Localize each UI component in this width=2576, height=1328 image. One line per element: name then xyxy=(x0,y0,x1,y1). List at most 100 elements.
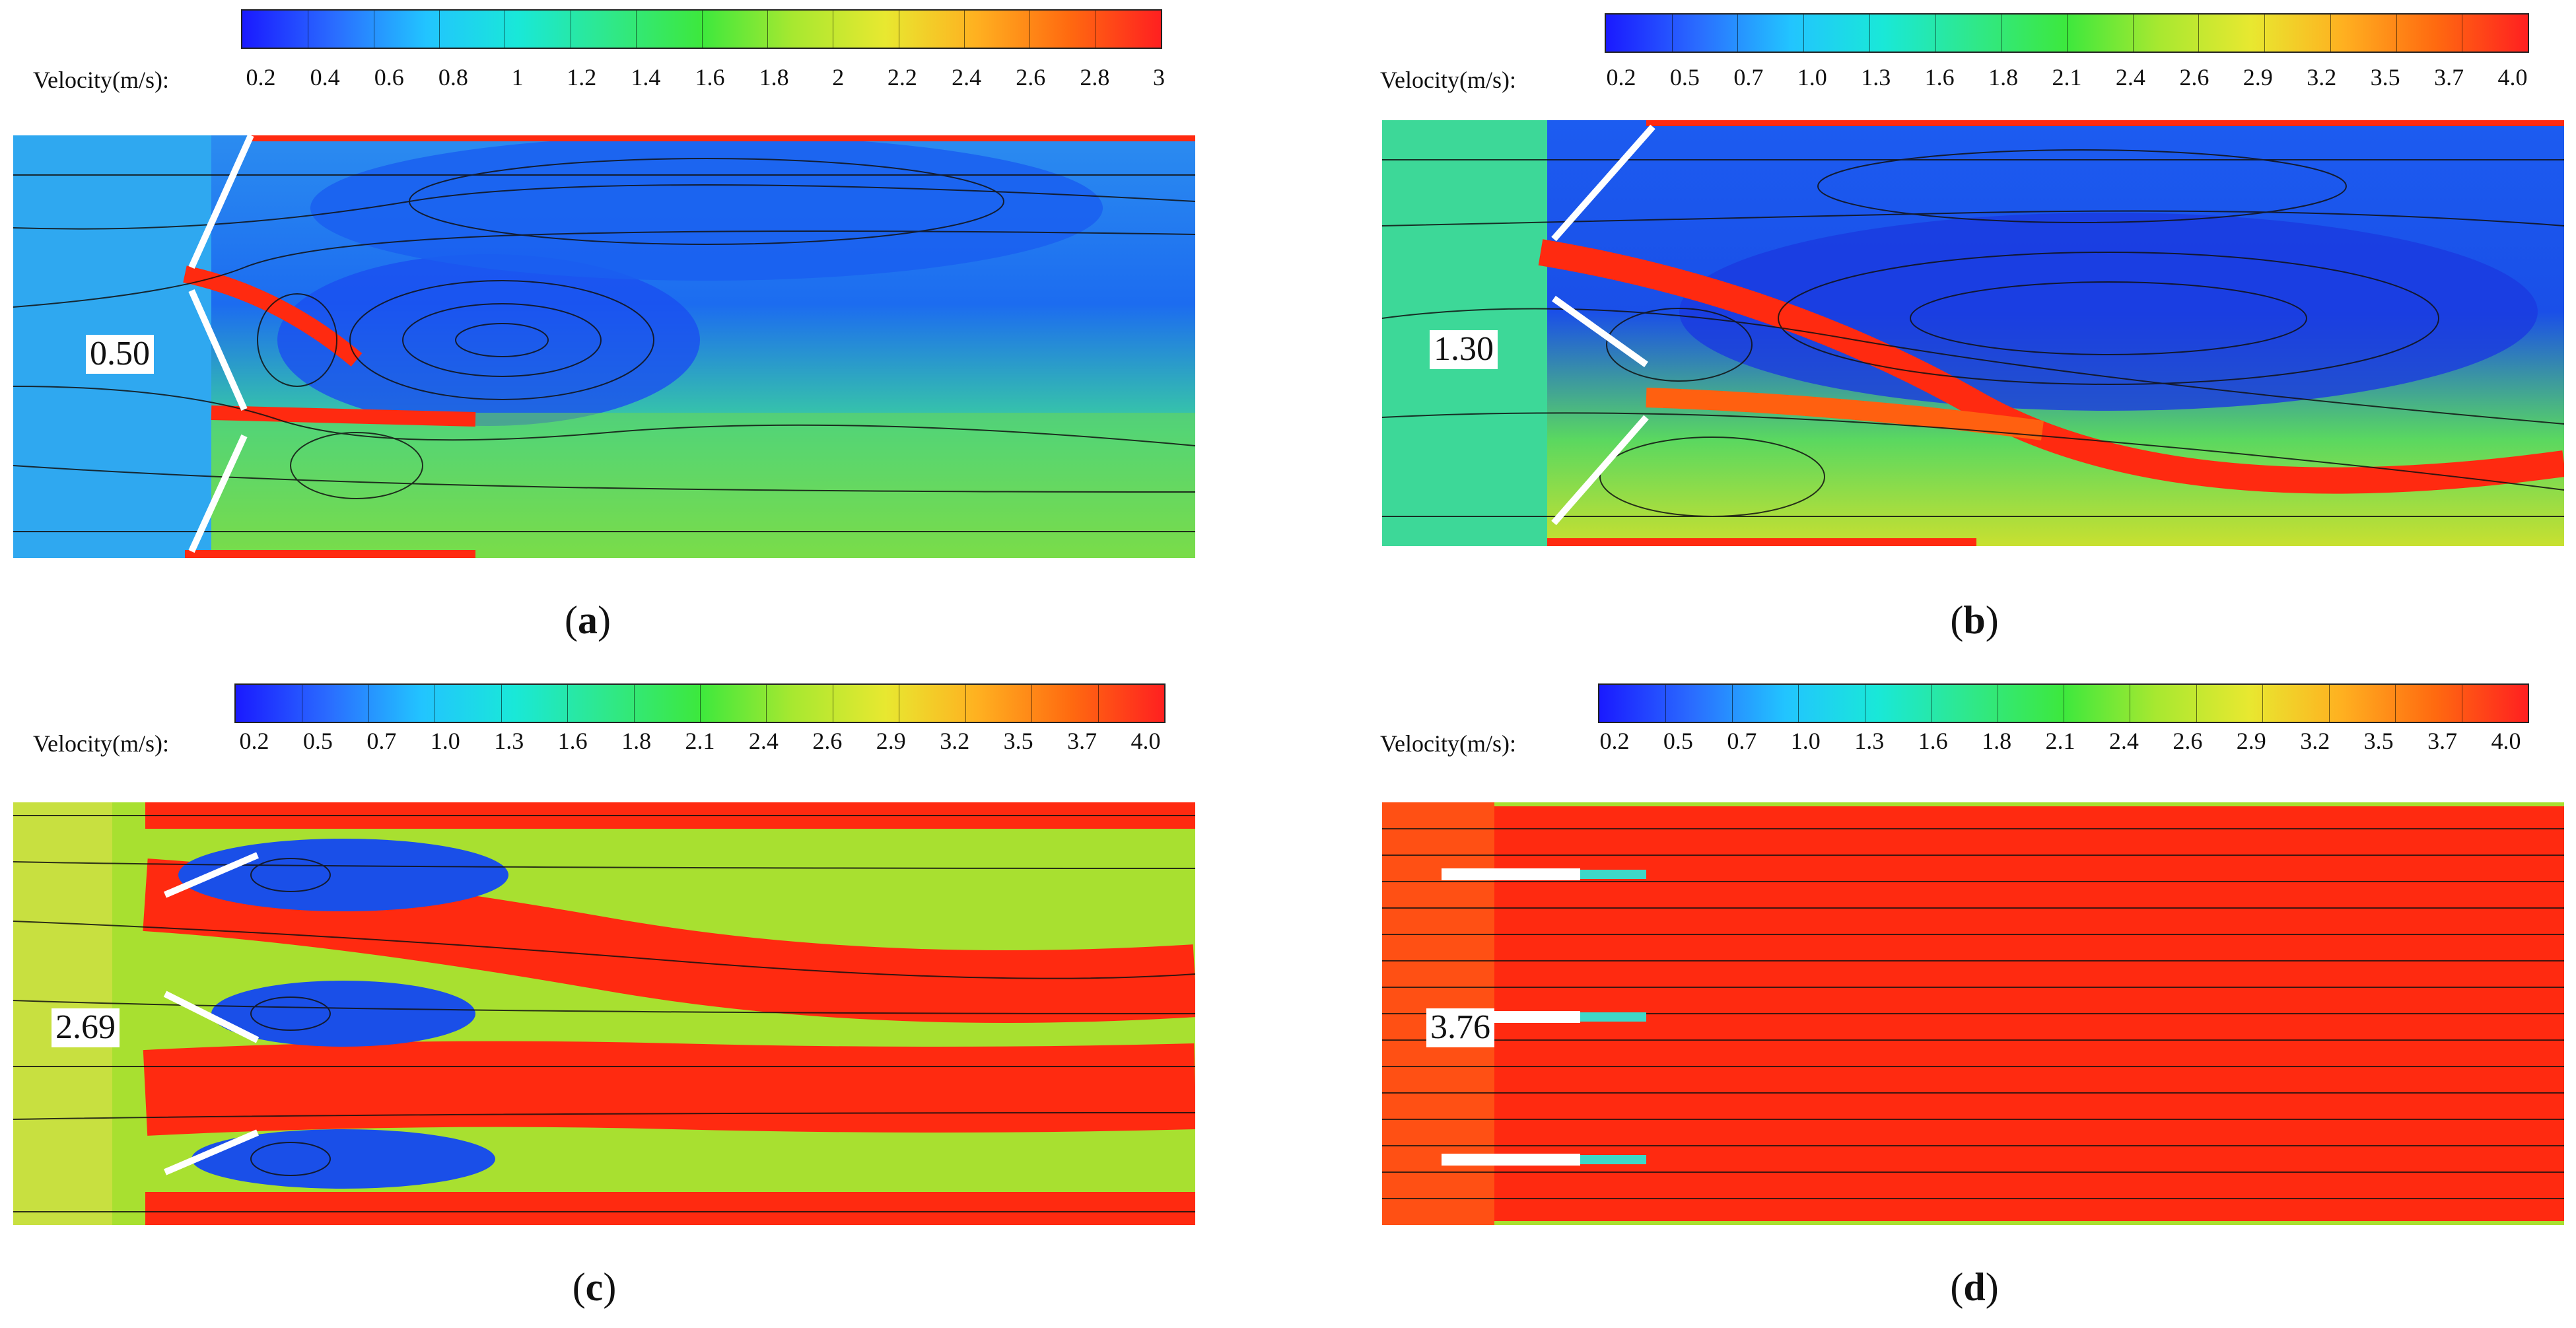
colorbar-segment-line xyxy=(2196,685,2197,722)
colorbar-title: Velocity(m/s): xyxy=(1380,67,1516,93)
caption-close: ) xyxy=(598,598,611,642)
colorbar-title: Velocity(m/s): xyxy=(1380,730,1516,757)
colorbar-segment-line xyxy=(2132,15,2134,52)
colorbar-tick-label: 3.2 xyxy=(2307,64,2337,90)
colorbar-segment-line xyxy=(766,685,767,722)
streamlines xyxy=(13,802,1195,1225)
colorbar-segment-line xyxy=(368,685,369,722)
caption: (d) xyxy=(1950,1265,1998,1310)
colorbar-tick-label: 1.8 xyxy=(621,728,652,754)
panel-b: Velocity(m/s): 1.3 xyxy=(1288,0,2576,664)
colorbar-segment-line xyxy=(1665,685,1667,722)
colorbar-segment-line xyxy=(501,685,502,722)
caption-close: ) xyxy=(603,1265,617,1309)
colorbar-tick-label: 2.1 xyxy=(2052,64,2082,90)
colorbar-segment-line xyxy=(1029,11,1031,48)
value-label: 1.30 xyxy=(1430,330,1498,369)
colorbar-tick-label: 3.7 xyxy=(2434,64,2464,90)
colorbar-tick-label: 1.6 xyxy=(557,728,588,754)
colorbar-tick-label: 4.0 xyxy=(2491,728,2521,754)
colorbar-tick-label: 1.2 xyxy=(567,64,597,90)
velocity-field xyxy=(1382,802,2564,1225)
colorbar-title: Velocity(m/s): xyxy=(33,730,169,757)
colorbar-segment-line xyxy=(439,11,440,48)
panel-c: Velocity(m/s): xyxy=(0,664,1288,1328)
colorbar-tick-label: 0.5 xyxy=(1663,728,1693,754)
colorbar-tick-label: 0.2 xyxy=(239,728,269,754)
colorbar-tick-label: 0.2 xyxy=(1606,64,1636,90)
colorbar-tick-label: 1.8 xyxy=(1982,728,2012,754)
velocity-field xyxy=(13,135,1195,558)
colorbar-title: Velocity(m/s): xyxy=(33,67,169,93)
colorbar-segment-line xyxy=(1731,685,1733,722)
colorbar-tick-label: 0.4 xyxy=(310,64,340,90)
caption-close: ) xyxy=(1985,1265,1999,1309)
colorbar-tick-label: 1.3 xyxy=(494,728,524,754)
value-label: 0.50 xyxy=(86,335,154,374)
colorbar-segment-line xyxy=(1935,15,1936,52)
colorbar-tick-label: 2 xyxy=(832,64,845,90)
colorbar xyxy=(234,683,1166,723)
caption-letter: a xyxy=(578,598,598,642)
colorbar-tick-label: 2.4 xyxy=(2115,64,2145,90)
colorbar-tick-label: 0.7 xyxy=(366,728,397,754)
colorbar-tick-label: 2.6 xyxy=(1016,64,1046,90)
colorbar-segment-line xyxy=(1737,15,1739,52)
panel-a: Velocity(m/s): xyxy=(0,0,1288,664)
caption-letter: c xyxy=(585,1265,604,1309)
colorbar-segment-line xyxy=(1803,15,1805,52)
colorbar-tick-label: 2.9 xyxy=(876,728,906,754)
caption-close: ) xyxy=(1985,598,1999,642)
colorbar-tick-label: 0.7 xyxy=(1727,728,1757,754)
streamlines xyxy=(1382,120,2564,546)
colorbar-tick-label: 1.0 xyxy=(430,728,460,754)
colorbar-tick-label: 1.6 xyxy=(695,64,725,90)
colorbar-tick-label: 3.2 xyxy=(940,728,970,754)
velocity-field xyxy=(1382,120,2564,546)
colorbar-tick-label: 2.4 xyxy=(748,728,779,754)
caption-letter: d xyxy=(1963,1265,1986,1309)
colorbar-tick-label: 0.7 xyxy=(1733,64,1764,90)
value-label: 3.76 xyxy=(1426,1008,1494,1047)
colorbar-segment-line xyxy=(1798,685,1799,722)
colorbar-segment-line xyxy=(2067,15,2068,52)
colorbar-tick-label: 3.5 xyxy=(1003,728,1033,754)
value-label: 2.69 xyxy=(52,1008,120,1047)
colorbar-tick-label: 2.9 xyxy=(2243,64,2273,90)
colorbar-tick-label: 2.1 xyxy=(685,728,715,754)
colorbar-tick-label: 0.2 xyxy=(246,64,276,90)
colorbar-tick-label: 3.2 xyxy=(2300,728,2330,754)
caption-open: ( xyxy=(1950,1265,1964,1309)
colorbar-tick-label: 1.3 xyxy=(1854,728,1885,754)
colorbar-tick-label: 3.7 xyxy=(2427,728,2458,754)
colorbar-tick-label: 1.8 xyxy=(1988,64,2019,90)
colorbar-tick-label: 2.1 xyxy=(2045,728,2075,754)
colorbar xyxy=(1598,683,2529,723)
colorbar-segment-line xyxy=(701,11,703,48)
colorbar-tick-label: 2.6 xyxy=(2173,728,2203,754)
colorbar-segment-line xyxy=(2395,685,2396,722)
colorbar-tick-label: 4.0 xyxy=(2497,64,2528,90)
colorbar-tick-label: 2.9 xyxy=(2236,728,2266,754)
caption-open: ( xyxy=(572,1265,586,1309)
caption-letter: b xyxy=(1963,598,1986,642)
colorbar-tick-label: 2.4 xyxy=(2108,728,2139,754)
colorbar-tick-label: 2.4 xyxy=(952,64,982,90)
colorbar-segment-line xyxy=(2264,15,2266,52)
colorbar-segment-line xyxy=(965,685,966,722)
colorbar-segment-line xyxy=(2262,685,2264,722)
colorbar-segment-line xyxy=(767,11,768,48)
colorbar-tick-label: 2.6 xyxy=(2179,64,2210,90)
colorbar-segment-line xyxy=(1869,15,1870,52)
caption-open: ( xyxy=(1950,598,1964,642)
colorbar-tick-label: 0.5 xyxy=(302,728,333,754)
colorbar-tick-label: 3.5 xyxy=(2363,728,2394,754)
colorbar-segment-line xyxy=(633,685,635,722)
colorbar-tick-label: 1.0 xyxy=(1790,728,1821,754)
colorbar xyxy=(1605,13,2529,53)
colorbar xyxy=(241,9,1162,49)
colorbar-tick-label: 4.0 xyxy=(1131,728,1161,754)
colorbar-segment-line xyxy=(700,685,701,722)
colorbar-segment-line xyxy=(2330,15,2331,52)
colorbar-segment-line xyxy=(1931,685,1932,722)
